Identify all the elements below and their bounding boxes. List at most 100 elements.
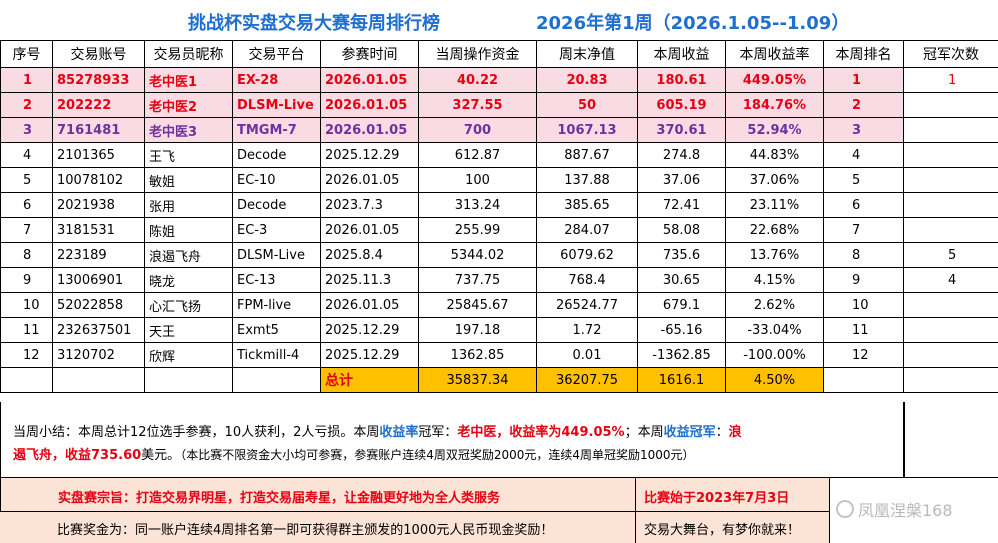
weekly-summary: 当周小结：本周总计12位选手参赛，10人获利，2人亏损。本周收益率冠军：老中医，…: [0, 402, 904, 478]
cell-capital: 700: [418, 117, 537, 143]
cell-account: 232637501: [52, 317, 145, 343]
cell-nav: 768.4: [536, 267, 638, 293]
cell-rank: 5: [823, 167, 904, 193]
phoenix-logo-icon: [836, 500, 854, 518]
cell-nickname: 王飞: [144, 142, 233, 168]
cell-rank: 8: [823, 242, 904, 268]
empty-cell: [903, 367, 998, 393]
cell-platform: Tickmill-4: [232, 342, 321, 368]
cell-rank: 4: [823, 142, 904, 168]
week-label: 2026年第1周（2026.1.05--1.09）: [536, 13, 850, 34]
cell-nickname: 老中医2: [144, 92, 233, 118]
cell-nickname: 晓龙: [144, 267, 233, 293]
empty-cell: [232, 367, 321, 393]
since-banner: 比赛始于2023年7月3日: [636, 478, 830, 512]
table-row: 11 232637501 天王 Exmt5 2025.12.29 197.18 1.72 -6…: [0, 317, 998, 343]
header-cell: 本周收益: [637, 40, 726, 68]
cell-profit: 370.61: [637, 117, 726, 143]
cell-account: 85278933: [52, 67, 145, 93]
cell-nickname: 浪遏飞舟: [144, 242, 233, 268]
cell-platform: EX-28: [232, 67, 321, 93]
cell-account: 52022858: [52, 292, 145, 318]
total-label: 总计: [320, 367, 419, 393]
cell-nav: 385.65: [536, 192, 638, 218]
prize-text: 比赛奖金为：同一账户连续4周排名第一即可获得群主颁发的1000元人民币现金奖励！: [57, 523, 554, 538]
cell-rank: 3: [823, 117, 904, 143]
cell-capital: 40.22: [418, 67, 537, 93]
cell-platform: EC-13: [232, 267, 321, 293]
table-row: 12 3120702 欣辉 Tickmill-4 2025.12.29 1362.85 0.…: [0, 342, 998, 368]
page-title: 挑战杯实盘交易大赛每周排行榜: [188, 13, 440, 34]
cell-join-date: 2025.8.4: [320, 242, 419, 268]
cell-rank: 10: [823, 292, 904, 318]
summary-text: ；本周: [624, 425, 664, 440]
cell-rank-no: 2: [0, 92, 53, 118]
cell-account: 202222: [52, 92, 145, 118]
cell-profit: 30.65: [637, 267, 726, 293]
cell-account: 2021938: [52, 192, 145, 218]
header-cell: 本周排名: [823, 40, 904, 68]
cell-account: 3120702: [52, 342, 145, 368]
cell-rank-no: 10: [0, 292, 53, 318]
cell-rate: 52.94%: [725, 117, 824, 143]
cell-rate: 184.76%: [725, 92, 824, 118]
header-cell: 本周收益率: [725, 40, 824, 68]
cell-rate: 2.62%: [725, 292, 824, 318]
total-capital: 35837.34: [418, 367, 537, 393]
summary-rate-champion: 老中医，收益率为449.05%: [457, 425, 625, 440]
summary-text: 美元。: [141, 448, 181, 463]
cell-join-date: 2025.12.29: [320, 342, 419, 368]
cell-account: 3181531: [52, 217, 145, 243]
summary-text: 当周小结：本周总计12位选手参赛，10人获利，2人亏损。本周: [13, 425, 380, 440]
cell-capital: 5344.02: [418, 242, 537, 268]
total-row: 总计 35837.34 36207.75 1616.1 4.50%: [0, 367, 998, 393]
table-row: 4 2101365 王飞 Decode 2025.12.29 612.87 887.67 27…: [0, 142, 998, 168]
table-row: 7 3181531 陈姐 EC-3 2026.01.05 255.99 284.07 58.0…: [0, 217, 998, 243]
cell-nav: 1067.13: [536, 117, 638, 143]
cell-capital: 197.18: [418, 317, 537, 343]
cell-rank-no: 3: [0, 117, 53, 143]
cell-join-date: 2025.11.3: [320, 267, 419, 293]
cell-capital: 100: [418, 167, 537, 193]
header-cell: 交易平台: [232, 40, 321, 68]
cell-capital: 737.75: [418, 267, 537, 293]
summary-text: 冠军：: [418, 425, 458, 440]
cell-rank-no: 12: [0, 342, 53, 368]
cell-nav: 887.67: [536, 142, 638, 168]
since-text: 比赛始于2023年7月3日: [644, 491, 790, 506]
cell-profit: 72.41: [637, 192, 726, 218]
cell-join-date: 2026.01.05: [320, 117, 419, 143]
slogan-text: 交易大舞台，有梦你就来！: [644, 523, 801, 538]
cell-champion-count: [903, 217, 998, 243]
header-cell: 交易账号: [52, 40, 145, 68]
cell-profit: 58.08: [637, 217, 726, 243]
cell-join-date: 2026.01.05: [320, 67, 419, 93]
cell-capital: 255.99: [418, 217, 537, 243]
empty-cell: [52, 367, 145, 393]
table-row: 6 2021938 张用 Decode 2023.7.3 313.24 385.65 72.4…: [0, 192, 998, 218]
cell-champion-count: [903, 342, 998, 368]
cell-nickname: 敏姐: [144, 167, 233, 193]
cell-rate: 4.15%: [725, 267, 824, 293]
summary-profit-word: 收益冠军: [663, 425, 716, 440]
cell-rate: 22.68%: [725, 217, 824, 243]
cell-nav: 6079.62: [536, 242, 638, 268]
cell-platform: Exmt5: [232, 317, 321, 343]
cell-nav: 284.07: [536, 217, 638, 243]
cell-capital: 1362.85: [418, 342, 537, 368]
cell-nickname: 心汇飞扬: [144, 292, 233, 318]
cell-join-date: 2025.12.29: [320, 142, 419, 168]
cell-join-date: 2026.01.05: [320, 167, 419, 193]
table-row: 1 85278933 老中医1 EX-28 2026.01.05 40.22 20.83 18…: [0, 67, 998, 93]
ranking-table: 序号 交易账号 交易员昵称 交易平台 参赛时间 当周操作资金 周末净值 本周收益…: [0, 40, 998, 393]
cell-rank-no: 4: [0, 142, 53, 168]
cell-champion-count: [903, 92, 998, 118]
cell-nickname: 张用: [144, 192, 233, 218]
cell-rank: 6: [823, 192, 904, 218]
cell-profit: 679.1: [637, 292, 726, 318]
summary-note: （本比赛不限资金大小均可参赛，参赛账户连续4周双冠奖励2000元，连续4周单冠奖…: [180, 448, 695, 462]
cell-profit: -65.16: [637, 317, 726, 343]
cell-platform: Decode: [232, 142, 321, 168]
cell-rank-no: 11: [0, 317, 53, 343]
